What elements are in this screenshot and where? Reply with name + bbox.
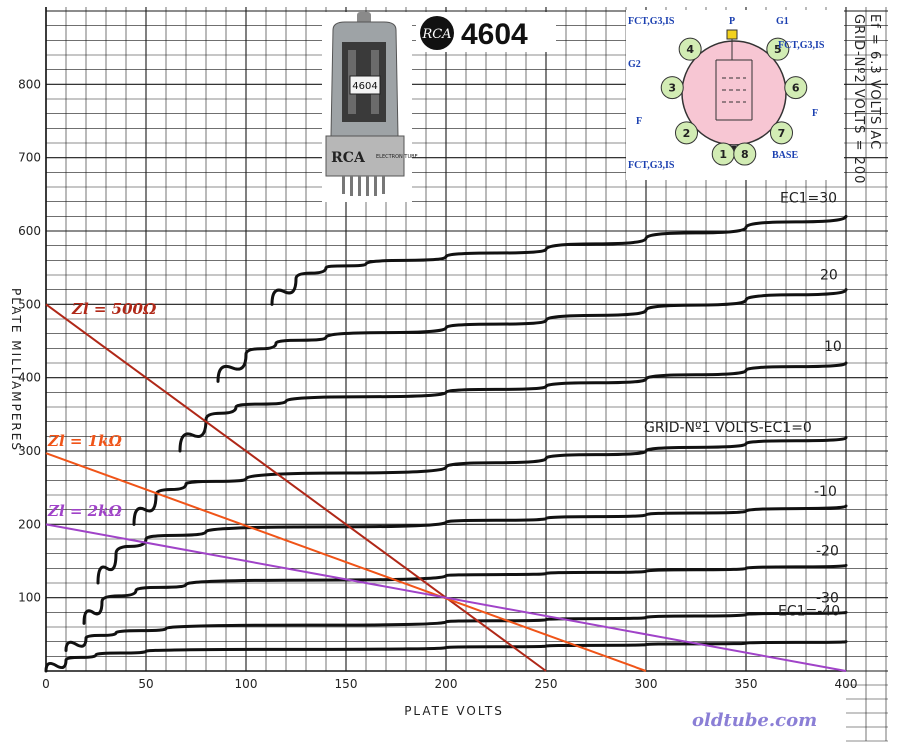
pin-number: 6 — [792, 82, 800, 95]
curve-2 — [216, 288, 848, 383]
x-tick-label: 250 — [535, 677, 558, 691]
curve-label: -20 — [816, 543, 839, 559]
pin-label: F — [636, 116, 642, 127]
curve-1 — [270, 214, 848, 306]
x-tick-label: 300 — [635, 677, 658, 691]
x-tick-label: 400 — [835, 677, 858, 691]
pin-number: 4 — [686, 43, 694, 56]
pin-7 — [769, 121, 793, 145]
curve-label: -30 — [816, 590, 839, 606]
rca-logo-text: RCA — [421, 27, 451, 42]
watermark: oldtube.com — [692, 710, 817, 731]
rca-logo — [420, 16, 454, 50]
tube-base-logo: RCA — [331, 150, 366, 166]
x-tick-label: 0 — [42, 677, 50, 691]
pin-number: 7 — [778, 127, 786, 140]
curve-8 — [44, 640, 848, 673]
x-tick-label: 100 — [235, 677, 258, 691]
x-tick-label: 350 — [735, 677, 758, 691]
x-tick-label: 200 — [435, 677, 458, 691]
pin-4 — [678, 37, 702, 61]
tube-model-title: 4604 — [461, 18, 528, 51]
pin-number: 5 — [774, 43, 782, 56]
x-tick-label: 50 — [138, 677, 153, 691]
curve-label: 10 — [824, 339, 842, 355]
pin-label: G1 — [776, 16, 789, 27]
pin-3 — [660, 76, 684, 100]
side-note-line-2: GRID-Nº2 VOLTS = 200 — [851, 14, 866, 184]
y-tick-label: 500 — [18, 297, 41, 311]
curve-label: 20 — [820, 268, 838, 284]
pin-label: G2 — [628, 59, 641, 70]
load-line-3 — [45, 523, 847, 672]
load-line-label: Zl = 1kΩ — [47, 432, 122, 450]
pin-8 — [733, 142, 757, 166]
load-line-label: Zl = 500Ω — [71, 300, 157, 318]
pin-number: 8 — [741, 148, 749, 161]
pin-6 — [784, 76, 808, 100]
pin-number: 3 — [668, 82, 676, 95]
x-tick-label: 150 — [335, 677, 358, 691]
load-line-2 — [45, 452, 647, 672]
y-tick-label: 700 — [18, 151, 41, 165]
curve-group: EC1=30 20 10 GRID-Nº1 VOLTS-EC1=0 -10 -20 -30E… — [44, 190, 848, 673]
curve-label: GRID-Nº1 VOLTS-EC1=0 — [644, 420, 812, 436]
pin-top-label: P — [729, 16, 735, 27]
curve-label: EC1=30 — [780, 190, 837, 206]
pin-number: 1 — [719, 148, 727, 161]
y-tick-label: 100 — [18, 591, 41, 605]
brand-header: RCA 4604 — [416, 12, 556, 52]
pin-label: FCT,G3,IS — [628, 160, 675, 171]
y-tick-label: 400 — [18, 371, 41, 385]
pin-label: BASE — [772, 150, 798, 161]
y-tick-label: 600 — [18, 224, 41, 238]
tube-base-subtext: ELECTRON TUBE — [376, 154, 418, 160]
curve-7 — [64, 610, 848, 652]
curve-6 — [82, 563, 848, 625]
pin-label: FCT,G3,IS — [628, 16, 675, 27]
load-line-group: Zl = 500Ω Zl = 1kΩ Zl = 2kΩ — [45, 300, 847, 672]
pin-label: F — [812, 108, 818, 119]
side-note-line-1: Ef = 6.3 VOLTS AC — [867, 14, 882, 150]
pinout-diagram: P 1FCT,G3,IS2F3G24FCT,G3,IS5G16FCT,G3,IS… — [626, 10, 844, 180]
y-tick-label: 300 — [18, 444, 41, 458]
operating-conditions: Ef = 6.3 VOLTS AC GRID-Nº2 VOLTS = 200 — [851, 14, 882, 184]
load-line-label: Zl = 2kΩ — [47, 502, 122, 520]
load-line-1 — [45, 303, 547, 672]
curve-3 — [178, 361, 848, 453]
y-tick-label: 800 — [18, 77, 41, 91]
curve-label: EC1=-40 — [778, 604, 840, 620]
x-axis-title: PLATE VOLTS — [404, 704, 504, 718]
pin-5 — [766, 37, 790, 61]
axis-group: 0 50 100 150 200 250 300 350 400 100 200 300 400 500 6… — [18, 7, 857, 691]
y-tick-label: 200 — [18, 517, 41, 531]
chart-grid — [45, 7, 888, 742]
tube-photo-label: 4604 — [352, 81, 377, 92]
y-axis-title: PLATE MILLIAMPERES — [9, 288, 23, 452]
pin-label: FCT,G3,IS — [778, 40, 825, 51]
tube-schematic — [715, 39, 753, 121]
tube-photo: 4604 RCA ELECTRON TUBE — [322, 12, 418, 202]
curve-5 — [96, 504, 848, 585]
curve-label: -10 — [814, 484, 837, 500]
pin-2 — [675, 121, 699, 145]
pin-number: 2 — [683, 127, 691, 140]
curve-4 — [132, 436, 848, 526]
